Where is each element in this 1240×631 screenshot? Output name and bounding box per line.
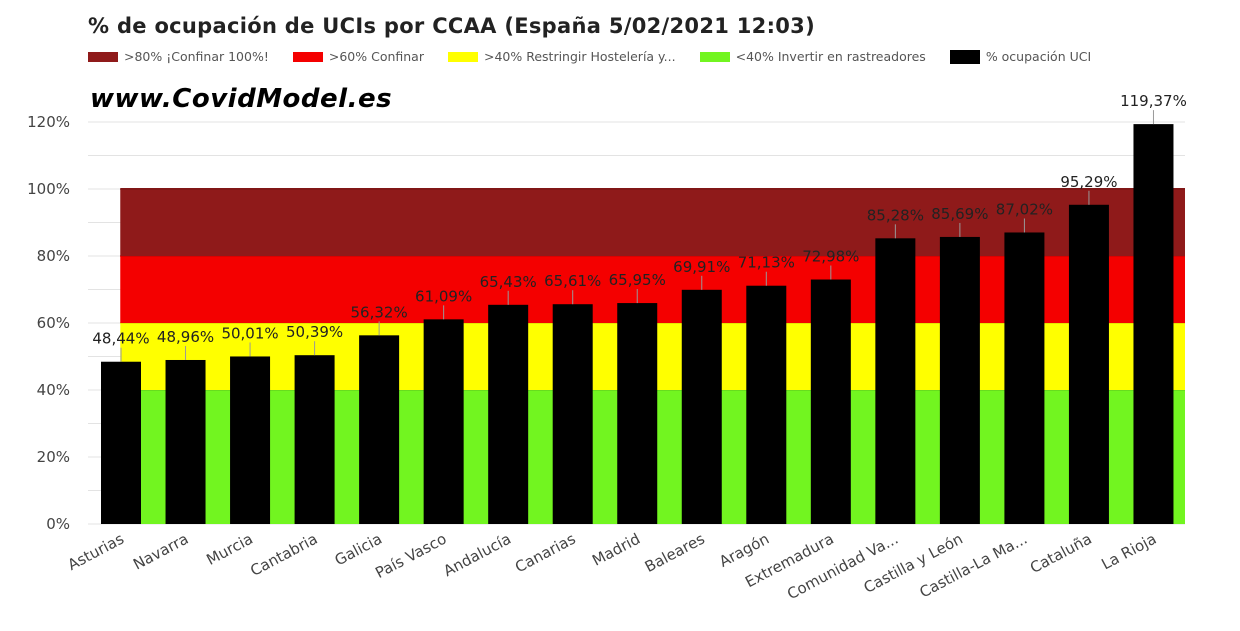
data-label: 48,44% xyxy=(92,330,149,348)
data-label: 119,37% xyxy=(1120,92,1187,110)
legend-swatch xyxy=(699,51,730,62)
bar-andaluc-a xyxy=(488,304,529,524)
y-tick-label: 40% xyxy=(37,381,70,399)
data-label: 95,29% xyxy=(1060,173,1117,191)
bar-castilla-la-ma- xyxy=(1004,232,1045,524)
data-label: 85,28% xyxy=(867,206,924,224)
legend-label: >40% Restringir Hostelería y... xyxy=(483,49,676,64)
x-tick-label: Navarra xyxy=(130,530,191,574)
legend-swatch xyxy=(292,51,323,62)
bar-asturias xyxy=(101,361,141,524)
legend-swatch xyxy=(949,49,980,64)
data-label: 65,61% xyxy=(544,272,601,290)
y-tick-label: 60% xyxy=(37,314,70,332)
x-tick-label: Castilla-La Ma... xyxy=(917,530,1031,602)
x-tick-label: Asturias xyxy=(65,530,127,575)
legend-label: <40% Invertir en rastreadores xyxy=(735,49,926,64)
legend: >80% ¡Confinar 100%! >60% Confinar >40% … xyxy=(88,49,1115,64)
data-label: 48,96% xyxy=(157,328,214,346)
bar-galicia xyxy=(359,335,400,524)
y-tick-label: 0% xyxy=(46,515,70,533)
bar-comunidad-va- xyxy=(875,238,916,524)
bar-baleares xyxy=(681,289,722,524)
data-label: 50,39% xyxy=(286,323,343,341)
data-label: 56,32% xyxy=(351,303,408,321)
legend-item-confinar-100[interactable]: >80% ¡Confinar 100%! xyxy=(88,49,269,64)
bar-cantabria xyxy=(294,355,335,524)
bar-arag-n xyxy=(746,285,787,524)
chart-title: % de ocupación de UCIs por CCAA (España … xyxy=(88,14,815,38)
x-tick-label: La Rioja xyxy=(1098,530,1159,574)
legend-label: % ocupación UCI xyxy=(985,49,1092,64)
legend-swatch xyxy=(447,51,478,62)
data-label: 50,01% xyxy=(221,324,278,342)
x-tick-label: País Vasco xyxy=(372,530,449,582)
bar-extremadura xyxy=(810,279,851,524)
legend-swatch xyxy=(88,51,118,62)
data-label: 61,09% xyxy=(415,287,472,305)
bar-catalu-a xyxy=(1068,204,1109,524)
x-tick-label: Canarias xyxy=(512,530,579,577)
bar-navarra xyxy=(165,359,206,524)
data-label: 71,13% xyxy=(738,254,795,272)
bar-castilla-y-le-n xyxy=(939,236,980,524)
legend-item-restringir[interactable]: >40% Restringir Hostelería y... xyxy=(447,49,676,64)
x-tick-label: Baleares xyxy=(642,530,708,576)
data-label: 65,43% xyxy=(480,273,537,291)
legend-item-rastreadores[interactable]: <40% Invertir en rastreadores xyxy=(699,49,926,64)
watermark: www.CovidModel.es xyxy=(90,84,393,114)
data-label: 87,02% xyxy=(996,200,1053,218)
data-label: 65,95% xyxy=(609,271,666,289)
data-label: 72,98% xyxy=(802,248,859,266)
y-tick-label: 100% xyxy=(27,180,70,198)
x-tick-label: Comunidad Va... xyxy=(784,530,901,604)
legend-label: >60% Confinar xyxy=(328,49,424,64)
x-tick-label: Madrid xyxy=(589,530,643,570)
y-tick-label: 20% xyxy=(37,448,70,466)
legend-label: >80% ¡Confinar 100%! xyxy=(124,49,269,64)
x-tick-label: Cantabria xyxy=(247,530,320,580)
data-label: 85,69% xyxy=(931,205,988,223)
x-tick-label: Andalucía xyxy=(440,530,514,581)
bar-madrid xyxy=(617,303,658,524)
bar-pa-s-vasco xyxy=(423,319,464,524)
legend-item-confinar[interactable]: >60% Confinar xyxy=(292,49,424,64)
bar-murcia xyxy=(230,356,271,524)
bar-canarias xyxy=(552,304,593,524)
legend-item-ocupacion[interactable]: % ocupación UCI xyxy=(949,49,1092,64)
data-label: 69,91% xyxy=(673,258,730,276)
bar-la-rioja xyxy=(1133,124,1174,524)
y-tick-label: 80% xyxy=(37,247,70,265)
y-tick-label: 120% xyxy=(27,113,70,131)
x-tick-label: Cataluña xyxy=(1027,530,1095,577)
